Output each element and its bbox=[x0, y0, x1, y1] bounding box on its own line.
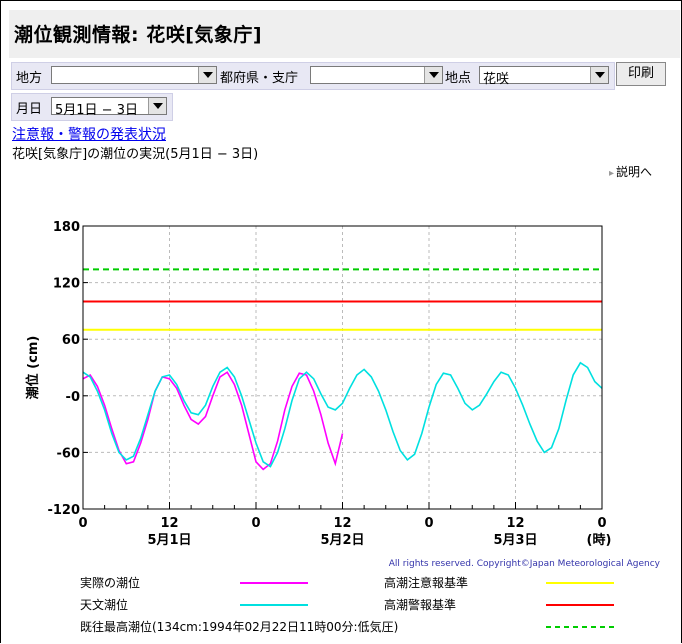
legend-label: 既往最高潮位(134cm:1994年02月22日11時00分:低気圧) bbox=[80, 619, 398, 634]
y-tick-label: -60 bbox=[57, 446, 81, 461]
x-tick-label: 0 bbox=[597, 516, 606, 531]
selector-row: 地方 都府県・支庁 地点 花咲 bbox=[11, 62, 615, 90]
chevron-down-icon[interactable] bbox=[424, 67, 442, 83]
x-tick-label: 12 bbox=[333, 516, 351, 531]
legend-label: 高潮警報基準 bbox=[384, 597, 456, 612]
warning-status-link[interactable]: 注意報・警報の発表状況 bbox=[12, 127, 166, 143]
date-label: 5月3日 bbox=[493, 533, 537, 548]
x-tick-label: 0 bbox=[78, 516, 87, 531]
pref-select[interactable] bbox=[310, 66, 443, 84]
chevron-down-icon[interactable] bbox=[148, 98, 166, 114]
page-title: 潮位観測情報: 花咲[気象庁] bbox=[14, 24, 263, 46]
help-link[interactable]: 説明へ bbox=[609, 163, 652, 180]
print-button[interactable]: 印刷 bbox=[616, 62, 666, 86]
pref-label: 都府県・支庁 bbox=[220, 71, 299, 86]
region-select[interactable] bbox=[51, 66, 217, 84]
y-axis-label: 潮位 (cm) bbox=[25, 336, 41, 400]
y-tick-label: -120 bbox=[47, 503, 80, 518]
legend-label: 高潮注意報基準 bbox=[384, 575, 468, 590]
legend-label: 天文潮位 bbox=[80, 597, 128, 612]
station-label: 地点 bbox=[445, 71, 472, 86]
x-tick-label: 12 bbox=[160, 516, 178, 531]
x-unit-label: (時) bbox=[587, 532, 612, 548]
x-tick-label: 0 bbox=[251, 516, 260, 531]
station-select-value: 花咲 bbox=[483, 72, 510, 87]
date-select-value: 5月1日 − 3日 bbox=[55, 103, 138, 118]
date-label: 月日 bbox=[16, 102, 43, 117]
date-label: 5月2日 bbox=[320, 533, 364, 548]
station-select[interactable]: 花咲 bbox=[479, 66, 609, 87]
title-bar bbox=[9, 10, 680, 58]
y-tick-label: 60 bbox=[62, 333, 80, 348]
x-tick-label: 0 bbox=[424, 516, 433, 531]
chevron-down-icon[interactable] bbox=[198, 67, 216, 83]
y-tick-label: 120 bbox=[53, 277, 80, 292]
x-tick-label: 12 bbox=[506, 516, 524, 531]
legend-label: 実際の潮位 bbox=[80, 575, 140, 590]
region-label: 地方 bbox=[16, 71, 43, 86]
series-line bbox=[82, 371, 344, 471]
date-row: 月日 5月1日 − 3日 bbox=[11, 93, 173, 121]
y-tick-label: -0 bbox=[66, 390, 80, 405]
chevron-down-icon[interactable] bbox=[590, 67, 608, 83]
date-select[interactable]: 5月1日 − 3日 bbox=[51, 97, 167, 118]
date-label: 5月1日 bbox=[147, 533, 191, 548]
copyright-text: All rights reserved. Copyright©Japan Met… bbox=[389, 559, 661, 569]
series-line bbox=[82, 361, 603, 468]
y-tick-label: 180 bbox=[53, 220, 80, 235]
status-text: 花咲[気象庁]の潮位の実況(5月1日 − 3日) bbox=[12, 147, 259, 162]
